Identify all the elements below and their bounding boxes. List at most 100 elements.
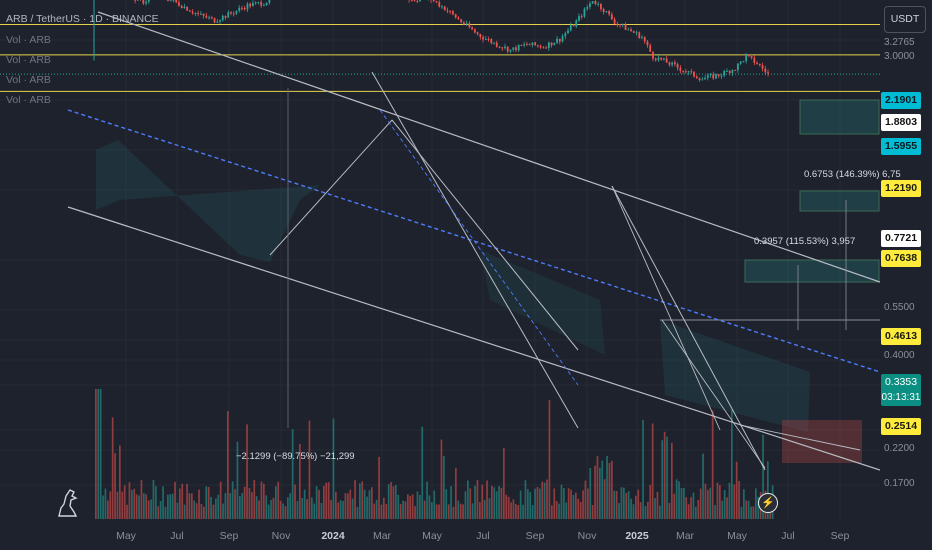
- volume-bar: [618, 503, 620, 519]
- candle-body: [558, 38, 561, 42]
- candle-body: [531, 42, 534, 45]
- candle-body: [569, 25, 572, 31]
- candle-body: [238, 7, 241, 11]
- volume-bar: [464, 491, 467, 519]
- volume-legend[interactable]: Vol · ARB: [6, 34, 51, 46]
- price-label: 0.7638: [881, 250, 921, 267]
- candle-body: [484, 38, 487, 40]
- candle-body: [465, 23, 468, 25]
- volume-bar: [666, 436, 668, 519]
- trend-line: [611, 185, 721, 431]
- volume-bar: [152, 479, 155, 519]
- volume-bar: [721, 500, 724, 519]
- price-axis[interactable]: [880, 0, 932, 550]
- volume-bar: [531, 505, 534, 519]
- volume-bar: [457, 500, 460, 519]
- candle-body: [495, 42, 498, 47]
- candle-body: [443, 6, 446, 11]
- volume-legend[interactable]: Vol · ARB: [6, 74, 51, 86]
- volume-bar: [426, 481, 428, 519]
- currency-button[interactable]: USDT: [884, 6, 926, 33]
- volume-bar: [433, 490, 436, 519]
- volume-bar: [438, 504, 440, 519]
- volume-bar: [707, 489, 709, 519]
- candle-body: [134, 0, 136, 1]
- volume-bar: [330, 500, 332, 519]
- volume-bar: [551, 505, 553, 519]
- candle-body: [679, 67, 682, 71]
- candle-body: [761, 65, 764, 69]
- candle-body: [241, 7, 243, 9]
- candle-body: [608, 11, 611, 15]
- price-label: 0.7721: [881, 230, 921, 247]
- volume-bar: [282, 503, 284, 519]
- volume-bar: [116, 491, 119, 519]
- volume-bar: [131, 490, 133, 519]
- volume-bar: [493, 487, 496, 519]
- volume-bar: [589, 467, 592, 519]
- volume-bar: [126, 504, 128, 519]
- volume-bar: [527, 489, 529, 519]
- candle-body: [597, 3, 600, 5]
- volume-bar: [452, 506, 455, 519]
- volume-bar: [711, 410, 714, 519]
- volume-bar: [455, 467, 457, 519]
- x-axis-label: May: [727, 530, 747, 542]
- candle-body: [682, 70, 684, 72]
- volume-bar: [471, 503, 474, 519]
- candle-body: [509, 49, 512, 52]
- volume-bar: [567, 488, 570, 519]
- volume-bar: [260, 481, 263, 519]
- volume-bar: [483, 500, 486, 519]
- candle-body: [446, 10, 449, 12]
- volume-bar: [572, 494, 575, 519]
- candle-body: [673, 62, 676, 65]
- volume-bar: [524, 480, 527, 519]
- candle-body: [490, 39, 493, 43]
- axis-tick: 3.0000: [884, 51, 915, 62]
- candle-body: [684, 71, 687, 73]
- volume-bar: [601, 460, 604, 519]
- volume-bar: [279, 500, 282, 519]
- candle-body: [183, 6, 186, 9]
- candle-body: [246, 3, 249, 10]
- x-axis-label: 2024: [321, 530, 345, 542]
- candle-body: [178, 2, 180, 6]
- candle-body: [747, 54, 750, 56]
- volume-bar: [375, 499, 378, 519]
- volume-bar: [258, 500, 260, 519]
- candle-body: [534, 42, 537, 46]
- price-chart[interactable]: [0, 0, 880, 530]
- volume-bar: [181, 483, 184, 519]
- volume-bar: [627, 491, 630, 519]
- trend-line: [611, 185, 766, 471]
- candle-body: [452, 11, 454, 15]
- volume-bar: [248, 488, 251, 519]
- axis-tick: 0.1700: [884, 478, 915, 489]
- volume-legend[interactable]: Vol · ARB: [6, 94, 51, 106]
- candle-body: [663, 58, 665, 60]
- symbol-title[interactable]: ARB / TetherUS · 1D · BINANCE: [6, 13, 159, 25]
- candle-body: [638, 32, 641, 39]
- volume-bar: [620, 487, 623, 519]
- candle-body: [556, 38, 558, 43]
- x-axis-label: Nov: [271, 530, 291, 542]
- volume-bar: [755, 488, 757, 519]
- volume-bar: [102, 495, 104, 519]
- volume-bar: [447, 504, 450, 519]
- lightning-icon[interactable]: ⚡: [758, 493, 778, 513]
- volume-bar: [450, 486, 452, 519]
- volume-bar: [486, 480, 488, 519]
- last-price-label: 0.3353: [881, 374, 921, 390]
- volume-legend[interactable]: Vol · ARB: [6, 54, 51, 66]
- trend-line: [739, 424, 861, 451]
- volume-bar: [743, 489, 745, 519]
- candle-body: [493, 42, 495, 44]
- candle-body: [652, 51, 654, 59]
- volume-bar: [517, 505, 520, 519]
- volume-bar: [155, 486, 157, 519]
- volume-bar: [536, 487, 539, 519]
- volume-bar: [440, 439, 443, 519]
- candle-body: [712, 74, 715, 79]
- volume-bar: [565, 502, 568, 519]
